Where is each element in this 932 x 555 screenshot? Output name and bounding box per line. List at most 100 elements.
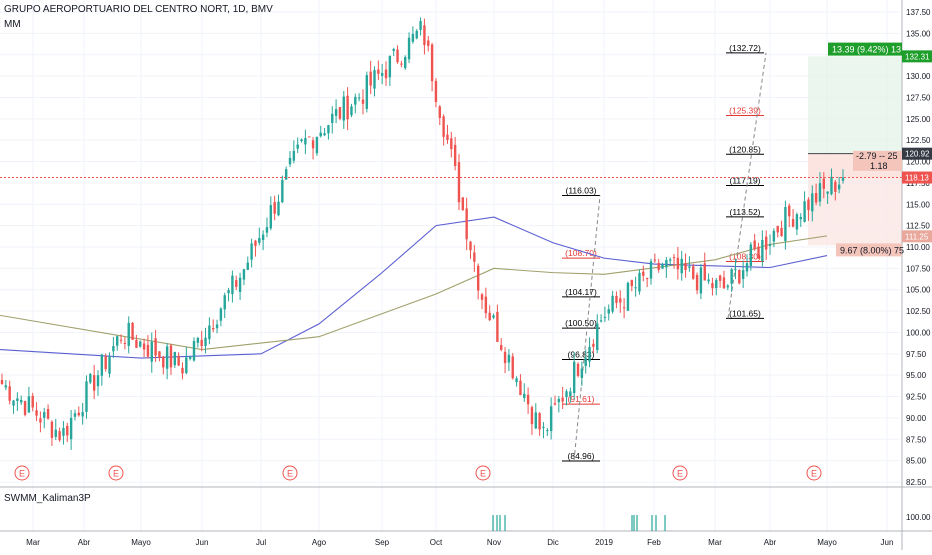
candle-body[interactable]	[357, 97, 361, 99]
candle-body[interactable]	[476, 265, 480, 291]
candle-body[interactable]	[665, 260, 668, 268]
candle-body[interactable]	[442, 116, 445, 137]
candle-body[interactable]	[242, 269, 246, 280]
candle-body[interactable]	[277, 201, 280, 216]
candle-body[interactable]	[469, 241, 472, 251]
candle-body[interactable]	[346, 95, 349, 120]
candle-body[interactable]	[584, 357, 587, 366]
candle-body[interactable]	[546, 430, 549, 432]
candle-body[interactable]	[642, 271, 645, 276]
candle-body[interactable]	[396, 49, 399, 63]
candle-body[interactable]	[634, 287, 637, 289]
candle-body[interactable]	[761, 239, 764, 262]
candle-body[interactable]	[807, 199, 810, 211]
candle-body[interactable]	[818, 183, 822, 202]
candle-body[interactable]	[31, 395, 34, 408]
candle-body[interactable]	[404, 56, 407, 69]
candle-body[interactable]	[131, 323, 134, 340]
earnings-marker[interactable]	[14, 465, 30, 481]
candle-body[interactable]	[284, 169, 288, 180]
candle-body[interactable]	[684, 263, 687, 271]
candle-body[interactable]	[507, 354, 511, 363]
candle-body[interactable]	[488, 312, 491, 321]
candle-body[interactable]	[523, 393, 526, 398]
candle-body[interactable]	[611, 295, 614, 312]
earnings-marker[interactable]	[672, 465, 688, 481]
candle-body[interactable]	[799, 216, 802, 220]
candle-body[interactable]	[315, 136, 319, 154]
candle-body[interactable]	[281, 179, 284, 203]
candle-body[interactable]	[515, 378, 518, 383]
candle-body[interactable]	[73, 413, 77, 417]
candle-body[interactable]	[549, 406, 553, 432]
candle-body[interactable]	[565, 391, 568, 398]
candle-body[interactable]	[453, 144, 457, 166]
candle-body[interactable]	[319, 132, 322, 137]
candle-body[interactable]	[419, 21, 422, 30]
candle-body[interactable]	[246, 262, 249, 270]
candle-body[interactable]	[300, 139, 303, 142]
candle-body[interactable]	[154, 338, 157, 356]
candle-body[interactable]	[795, 214, 799, 230]
candle-body[interactable]	[503, 351, 507, 364]
candle-body[interactable]	[373, 70, 376, 89]
candle-body[interactable]	[576, 363, 580, 376]
candle-body[interactable]	[768, 244, 772, 246]
candle-body[interactable]	[162, 356, 165, 368]
candle-body[interactable]	[653, 259, 657, 261]
candle-body[interactable]	[423, 25, 426, 46]
candle-body[interactable]	[649, 261, 653, 279]
candle-body[interactable]	[703, 263, 706, 281]
candle-body[interactable]	[553, 403, 557, 405]
candle-body[interactable]	[530, 407, 534, 425]
candle-body[interactable]	[572, 361, 576, 394]
earnings-marker[interactable]	[475, 465, 491, 481]
candle-body[interactable]	[764, 236, 768, 250]
candle-body[interactable]	[430, 44, 434, 82]
candle-body[interactable]	[100, 354, 104, 376]
candle-body[interactable]	[85, 381, 88, 412]
candle-body[interactable]	[726, 285, 729, 288]
candle-body[interactable]	[173, 351, 177, 366]
candle-body[interactable]	[380, 72, 384, 76]
candle-body[interactable]	[377, 69, 380, 74]
candle-body[interactable]	[188, 356, 192, 359]
candle-body[interactable]	[227, 290, 230, 294]
candle-body[interactable]	[69, 417, 73, 440]
candle-body[interactable]	[645, 278, 649, 280]
candle-body[interactable]	[261, 234, 265, 241]
candle-body[interactable]	[146, 344, 150, 357]
candle-body[interactable]	[20, 399, 23, 403]
candle-body[interactable]	[323, 133, 326, 136]
candle-body[interactable]	[400, 63, 403, 65]
earnings-marker[interactable]	[282, 465, 298, 481]
candle-body[interactable]	[96, 375, 100, 387]
candle-body[interactable]	[4, 385, 8, 388]
candle-body[interactable]	[308, 136, 311, 138]
candle-body[interactable]	[457, 162, 461, 203]
candle-body[interactable]	[27, 396, 31, 413]
candle-body[interactable]	[12, 400, 15, 406]
candle-body[interactable]	[46, 408, 50, 419]
candle-body[interactable]	[135, 340, 138, 348]
candle-body[interactable]	[580, 368, 584, 379]
candle-body[interactable]	[185, 357, 188, 374]
candle-body[interactable]	[23, 401, 27, 415]
candle-body[interactable]	[695, 274, 699, 291]
candle-body[interactable]	[81, 412, 84, 417]
candle-body[interactable]	[788, 205, 791, 217]
candle-body[interactable]	[692, 266, 695, 279]
earnings-marker[interactable]	[806, 465, 822, 481]
candle-body[interactable]	[196, 337, 200, 343]
candle-body[interactable]	[596, 323, 599, 351]
candle-body[interactable]	[803, 201, 806, 222]
candle-body[interactable]	[361, 99, 365, 104]
candle-body[interactable]	[745, 263, 749, 272]
candle-body[interactable]	[791, 219, 795, 227]
candle-body[interactable]	[741, 270, 745, 279]
candle-body[interactable]	[250, 243, 253, 260]
candle-body[interactable]	[776, 225, 779, 233]
earnings-marker[interactable]	[108, 465, 124, 481]
candle-body[interactable]	[780, 227, 783, 237]
candle-body[interactable]	[116, 336, 119, 346]
